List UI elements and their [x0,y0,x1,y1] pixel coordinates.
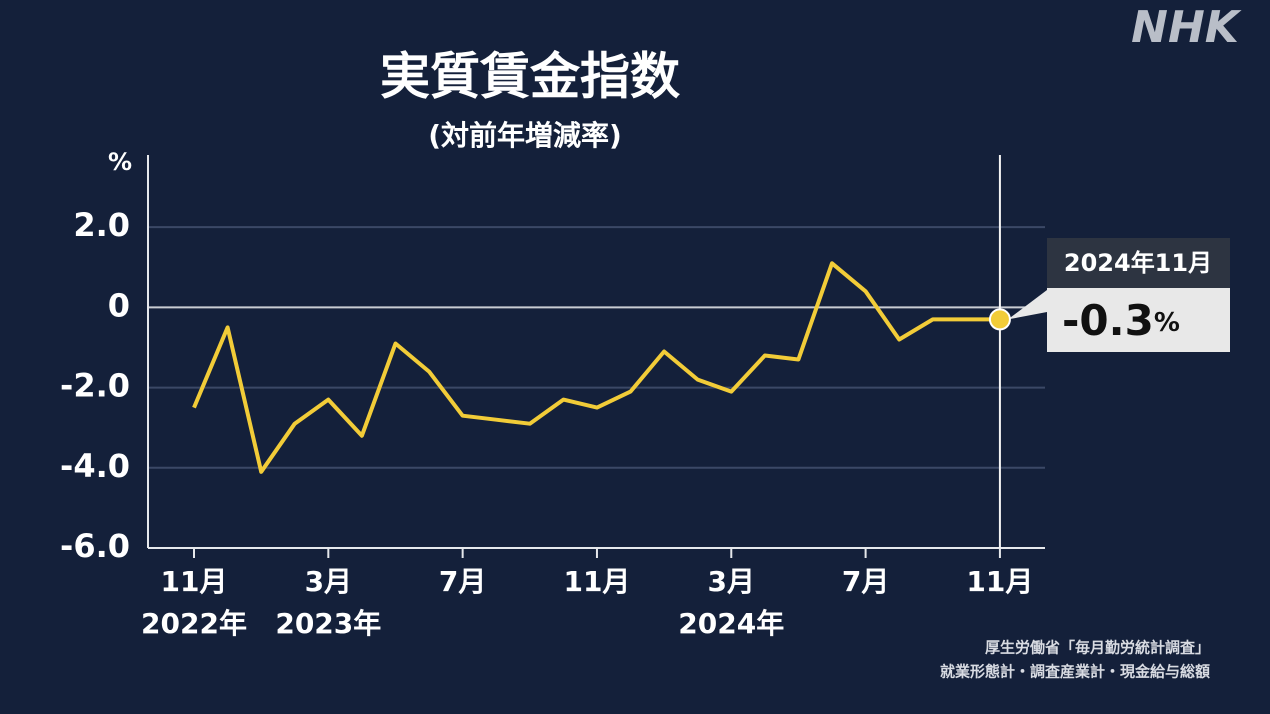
data-line [192,261,1000,474]
x-tick-label: 11月 [563,565,630,598]
x-tick-label: 7月 [439,565,486,598]
logo: NHK [1131,2,1242,53]
chart-subtitle: (対前年増減率) [428,119,622,152]
y-tick-label: -4.0 [60,447,130,485]
x-year-label: 2023年 [275,607,381,640]
callout-value: -0.3% [1062,296,1180,345]
x-tick-label: 7月 [842,565,889,598]
x-tick-label: 3月 [305,565,352,598]
y-tick-label: -2.0 [60,367,130,405]
x-year-label: 2022年 [141,607,247,640]
x-tick-label: 11月 [966,565,1033,598]
x-year-label: 2024年 [678,607,784,640]
y-tick-label: 0 [108,286,130,324]
y-tick-label: 2.0 [73,206,130,244]
callout-date: 2024年11月 [1064,249,1212,277]
source-line: 就業形態計・調査産業計・現金給与総額 [940,663,1210,681]
callout-unit: % [1154,308,1180,338]
source-line: 厚生労働省「毎月勤労統計調査」 [985,639,1210,657]
callout-pointer [1007,290,1047,320]
callout-body [1047,288,1230,352]
x-tick-label: 11月 [161,565,228,598]
y-tick-label: -6.0 [60,527,130,565]
callout-number: -0.3 [1062,296,1154,345]
chart-title: 実質賃金指数 [380,48,680,106]
x-tick-label: 3月 [708,565,755,598]
callout-header [1047,238,1230,288]
highlight-point [988,308,1011,331]
y-unit: % [108,148,132,176]
